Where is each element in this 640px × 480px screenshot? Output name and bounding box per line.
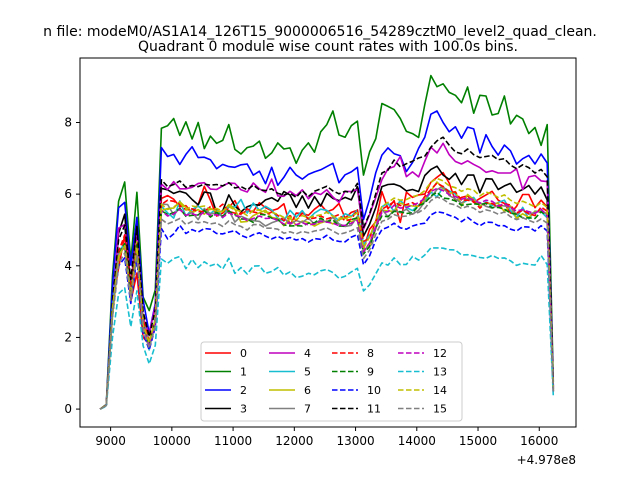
ticks-layer: 9000 10000 11000 12000 13000 14000 15000 16000 0… xyxy=(64,115,558,448)
y-tick-label: 6 xyxy=(64,187,72,201)
series-line-4 xyxy=(99,142,555,410)
legend-label-5: 5 xyxy=(304,366,311,379)
chart-title: Quadrant 0 module wise count rates with … xyxy=(138,39,518,55)
legend-label-14: 14 xyxy=(433,384,447,397)
x-tick-label: 16000 xyxy=(520,434,558,448)
series-line-13 xyxy=(99,247,555,410)
x-tick-label: 13000 xyxy=(336,434,374,448)
legend-label-0: 0 xyxy=(240,347,247,360)
legend-label-10: 10 xyxy=(367,384,381,397)
series-line-1 xyxy=(99,74,555,410)
legend-label-15: 15 xyxy=(433,403,447,416)
series-layer xyxy=(99,74,555,410)
legend-label-3: 3 xyxy=(240,403,247,416)
x-tick-label: 14000 xyxy=(398,434,436,448)
y-tick-label: 0 xyxy=(64,402,72,416)
legend-label-12: 12 xyxy=(433,347,447,360)
legend-label-9: 9 xyxy=(367,366,374,379)
x-tick-label: 12000 xyxy=(275,434,313,448)
figure-suptitle: n file: modeM0/AS1A14_126T15_9000006516_… xyxy=(43,24,597,40)
legend-label-7: 7 xyxy=(304,403,311,416)
x-tick-label: 10000 xyxy=(153,434,191,448)
legend-label-4: 4 xyxy=(304,347,311,360)
y-tick-label: 2 xyxy=(64,330,72,344)
x-offset-label: +4.978e8 xyxy=(517,453,576,467)
series-line-2 xyxy=(99,110,555,410)
legend-label-8: 8 xyxy=(367,347,374,360)
legend-label-11: 11 xyxy=(367,403,381,416)
x-tick-label: 11000 xyxy=(214,434,252,448)
legend-label-2: 2 xyxy=(240,384,247,397)
legend-label-6: 6 xyxy=(304,384,311,397)
series-line-15 xyxy=(99,196,555,410)
x-tick-label: 9000 xyxy=(95,434,126,448)
series-line-8 xyxy=(99,182,555,410)
series-line-3 xyxy=(99,165,555,410)
x-tick-label: 15000 xyxy=(459,434,497,448)
legend-label-13: 13 xyxy=(433,366,447,379)
series-line-10 xyxy=(99,210,555,410)
series-line-11 xyxy=(99,136,555,410)
y-tick-label: 8 xyxy=(64,115,72,129)
axes-frame xyxy=(79,57,577,428)
y-tick-label: 4 xyxy=(64,259,72,273)
legend-label-1: 1 xyxy=(240,366,247,379)
series-line-14 xyxy=(99,177,555,410)
series-line-12 xyxy=(99,187,555,410)
legend-box xyxy=(200,341,463,422)
